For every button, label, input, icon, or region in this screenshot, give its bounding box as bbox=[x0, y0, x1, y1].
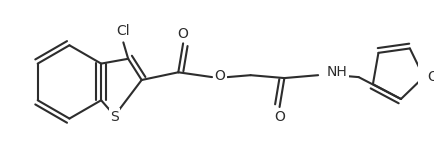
Text: O: O bbox=[427, 70, 434, 84]
Text: O: O bbox=[178, 27, 188, 41]
Text: Cl: Cl bbox=[116, 24, 130, 38]
Text: O: O bbox=[274, 110, 285, 124]
Text: O: O bbox=[214, 69, 225, 83]
Text: NH: NH bbox=[327, 65, 348, 79]
Text: S: S bbox=[110, 110, 119, 124]
